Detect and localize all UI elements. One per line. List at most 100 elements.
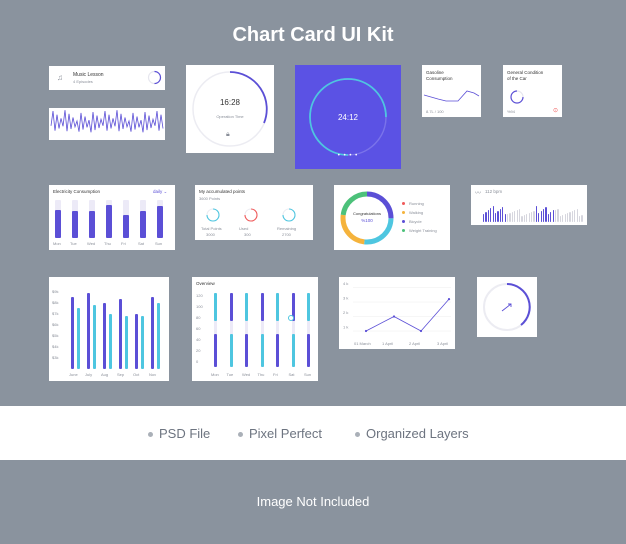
- pulse-icon: 〰: [475, 191, 482, 197]
- gasoline-value: 8.7L / 100: [426, 109, 444, 114]
- heartrate-bar: [509, 213, 511, 222]
- legend-swatch: [402, 220, 405, 223]
- points-item-label: Used: [239, 226, 249, 231]
- legend-label: Walking: [409, 209, 424, 215]
- overview-bar-top: [214, 293, 217, 322]
- overview-day-label: Thu: [257, 372, 265, 377]
- timer-label: Operation Time: [216, 114, 244, 119]
- overview-ytick: 100: [196, 304, 203, 309]
- points-sub: 3600 Points: [199, 196, 221, 201]
- activity-donut: [340, 191, 394, 245]
- heartrate-bar: [535, 206, 537, 222]
- line-ytick: 1 k: [343, 325, 348, 330]
- line-xtick: 1 April: [382, 341, 393, 346]
- activity-donut-card[interactable]: Congratulations %100 Running Walking Bicyc…: [334, 185, 450, 250]
- heartrate-bar: [557, 209, 559, 222]
- overview-day-label: Sun: [304, 372, 312, 377]
- heartrate-bar: [516, 210, 518, 222]
- heartrate-bar: [487, 210, 489, 222]
- legend-label: Weight Training: [409, 227, 437, 233]
- points-item-value: 2700: [282, 232, 291, 237]
- electricity-bar: [123, 215, 129, 238]
- legend-swatch: [402, 229, 405, 232]
- car-condition-card[interactable]: General Condition of the Car %94 ⊙: [503, 65, 562, 117]
- points-item-label: Remaining: [277, 226, 297, 231]
- heartrate-card[interactable]: 〰 112 bpm: [471, 185, 587, 225]
- feature-layers: Organized Layers: [355, 426, 469, 441]
- heartrate-bar: [576, 209, 578, 222]
- heartrate-bar: [526, 214, 528, 222]
- overview-card[interactable]: Overview 120 100 80 60 40 20 0 Mon Tue Wed Thu Fri S…: [192, 277, 318, 381]
- overview-bar-top: [229, 293, 233, 322]
- electricity-bar: [157, 205, 163, 238]
- car-title: General Condition: [507, 70, 544, 75]
- points-item-value: 300: [244, 232, 251, 237]
- line-xtick: 2 April: [409, 341, 420, 346]
- heartrate-bar: [552, 210, 554, 222]
- heartrate-bar: [540, 211, 542, 222]
- monthly-month-label: July: [85, 372, 93, 377]
- line-point: [419, 329, 423, 333]
- monthly-month-label: Nov: [149, 372, 157, 377]
- heartrate-bar: [579, 216, 581, 222]
- filter-label: daily: [153, 189, 163, 194]
- gasoline-line: [423, 90, 480, 102]
- monthly-bar-a: [87, 292, 90, 369]
- monthly-bar-b: [141, 315, 144, 369]
- monthly-bar-b: [109, 314, 112, 369]
- chevron-down-icon: ⌄: [163, 189, 168, 194]
- heartrate-bar: [533, 211, 535, 222]
- overview-bar-bottom: [260, 333, 264, 367]
- heartrate-bar: [495, 213, 497, 222]
- lock-icon: 🔒︎: [226, 131, 230, 138]
- pager-dots[interactable]: • • • •: [337, 153, 359, 159]
- points-card[interactable]: My accumulated points 3600 Points Total …: [195, 185, 313, 240]
- overview-day-label: Mon: [211, 372, 219, 377]
- overview-day-label: Wed: [242, 372, 251, 377]
- monthly-month-label: Aug: [101, 372, 109, 377]
- car-ring: [510, 90, 524, 104]
- timer-dark-time: 24:12: [337, 113, 359, 122]
- overview-day-label: Sat: [288, 372, 295, 377]
- points-item-label: Total Points: [201, 226, 222, 231]
- heartrate-bar: [569, 212, 571, 222]
- heartrate-bar: [497, 211, 499, 222]
- points-ring: [206, 208, 220, 222]
- filter-dropdown[interactable]: daily ⌄: [153, 189, 167, 195]
- heartrate-bar: [550, 212, 552, 222]
- progress-ring-card[interactable]: [477, 277, 537, 337]
- timer-dark-card[interactable]: 24:12 • • • •: [295, 65, 401, 169]
- overview-bar-bottom: [276, 333, 279, 367]
- monthly-chart-card[interactable]: $9k $8k $7k $6k $5k $4k $3k June July Aug Sep Oct No…: [49, 277, 169, 381]
- electricity-card[interactable]: Electricity Consumption daily ⌄ Mon Tue We…: [49, 185, 175, 250]
- feature-label: Organized Layers: [366, 426, 469, 441]
- gasoline-title: Gasoline: [426, 70, 444, 75]
- monthly-bar-a: [103, 302, 106, 369]
- bullet-icon: [238, 432, 243, 438]
- electricity-bar: [55, 209, 61, 238]
- timer-card[interactable]: 16:28 Operation Time 🔒︎: [186, 65, 274, 153]
- gasoline-card[interactable]: Gasoline Consumption 8.7L / 100: [422, 65, 481, 117]
- line-point: [392, 315, 396, 318]
- music-lesson-card[interactable]: ♫ Music Lesson 4 Episodes: [49, 66, 165, 90]
- heartrate-bar: [567, 213, 569, 222]
- line-xtick: 3 April: [437, 341, 448, 346]
- legend-label: Bicycle: [409, 218, 422, 224]
- heartrate-bar: [514, 211, 516, 222]
- heartrate-bar: [581, 215, 583, 222]
- monthly-bar-b: [157, 303, 160, 369]
- line-chart-card[interactable]: 4 k 3 k 2 k 1 k 01 March 1 April 2 April 3 Apri…: [339, 277, 455, 349]
- heartrate-bar: [523, 215, 525, 222]
- heartrate-bar: [555, 210, 557, 222]
- music-progress-ring: [147, 70, 162, 85]
- monthly-bar-b: [125, 315, 128, 369]
- heartrate-bar: [485, 212, 487, 222]
- line-point: [447, 298, 451, 301]
- monthly-bar-a: [151, 297, 154, 369]
- overview-title: Overview: [196, 281, 215, 286]
- heartrate-bar: [492, 206, 494, 222]
- music-title: Music Lesson: [73, 72, 104, 78]
- monthly-ytick: $4k: [52, 344, 59, 349]
- overview-bar-track: [260, 293, 264, 367]
- heartrate-bar: [559, 216, 561, 222]
